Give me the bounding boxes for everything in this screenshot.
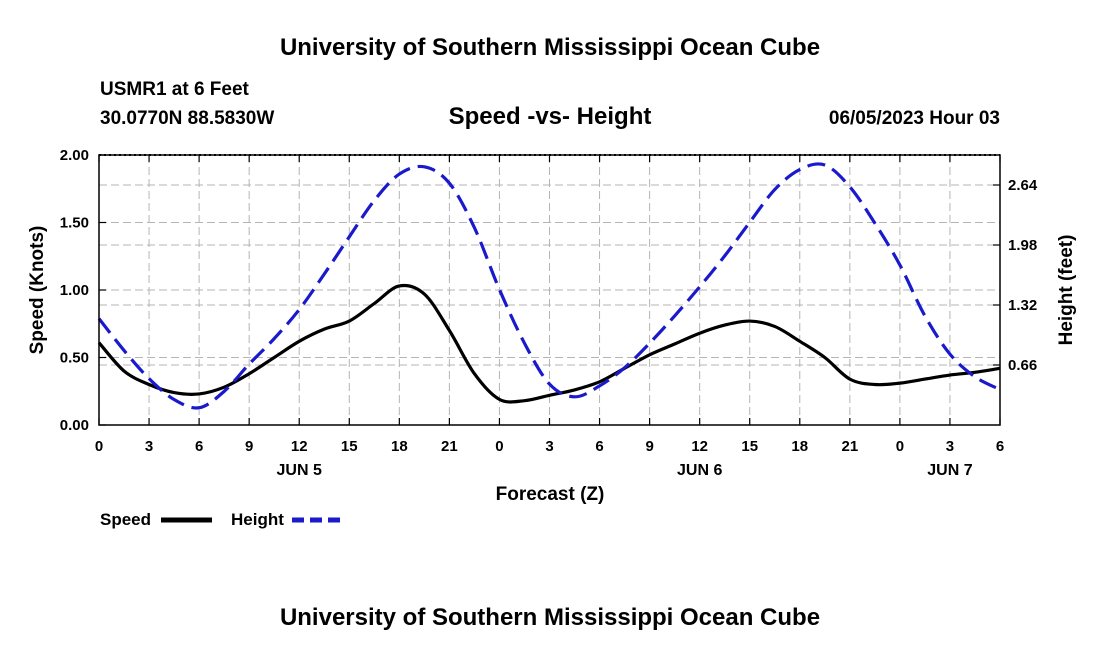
x-tick-label: 3 — [545, 438, 553, 455]
x-day-label: JUN 5 — [277, 462, 322, 479]
x-tick-label: 9 — [645, 438, 653, 455]
header-title: University of Southern Mississippi Ocean… — [280, 34, 820, 61]
station-label: USMR1 at 6 Feet — [100, 79, 250, 100]
x-tick-label: 6 — [595, 438, 603, 455]
x-day-label: JUN 7 — [927, 462, 972, 479]
y-tick-label: 2.00 — [60, 147, 89, 164]
y2-axis-label: Height (feet) — [1056, 235, 1077, 346]
y-tick-label: 1.50 — [60, 215, 89, 232]
y-axis-label: Speed (Knots) — [27, 226, 48, 355]
x-tick-label: 15 — [341, 438, 358, 455]
x-tick-label: 6 — [195, 438, 203, 455]
x-tick-label: 0 — [896, 438, 904, 455]
x-tick-label: 18 — [791, 438, 808, 455]
grid — [99, 155, 1000, 425]
y2-tick-label: 1.98 — [1008, 237, 1037, 254]
x-tick-label: 21 — [841, 438, 858, 455]
y-tick-label: 1.00 — [60, 282, 89, 299]
coordinates-label: 30.0770N 88.5830W — [100, 108, 274, 129]
axes: 0 3 6 9 12 15 18 21 0 3 6 9 12 15 18 21 0 3 6 JUN 5 JUN 6 JUN… — [60, 147, 1038, 479]
y-tick-label: 0.50 — [60, 350, 89, 367]
x-tick-label: 12 — [691, 438, 708, 455]
y2-tick-label: 0.66 — [1008, 357, 1037, 374]
x-tick-label: 21 — [441, 438, 458, 455]
x-tick-label: 3 — [145, 438, 153, 455]
series-layer — [97, 162, 1001, 410]
x-day-label: JUN 6 — [677, 462, 722, 479]
x-tick-label: 18 — [391, 438, 408, 455]
y2-tick-label: 1.32 — [1008, 297, 1037, 314]
x-tick-label: 0 — [495, 438, 503, 455]
x-tick-label: 3 — [946, 438, 954, 455]
speed-series-line — [97, 283, 1001, 404]
x-tick-label: 0 — [95, 438, 103, 455]
x-axis-label: Forecast (Z) — [496, 484, 605, 505]
x-tick-label: 9 — [245, 438, 253, 455]
x-tick-label: 12 — [291, 438, 308, 455]
datetime-label: 06/05/2023 Hour 03 — [829, 108, 1000, 129]
legend-speed-label: Speed — [100, 510, 151, 529]
footer-title: University of Southern Mississippi Ocean… — [280, 604, 820, 631]
height-series-line — [97, 162, 1001, 410]
x-tick-label: 6 — [996, 438, 1004, 455]
y2-tick-label: 2.64 — [1008, 177, 1038, 194]
x-tick-label: 15 — [741, 438, 758, 455]
legend: Speed Height — [100, 510, 343, 529]
legend-height-label: Height — [231, 510, 284, 529]
y-tick-label: 0.00 — [60, 417, 89, 434]
chart-title: Speed -vs- Height — [449, 103, 652, 130]
